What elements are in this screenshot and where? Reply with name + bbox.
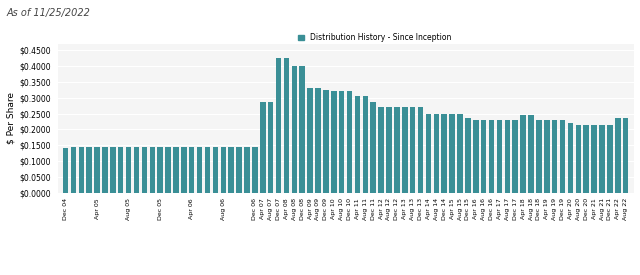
Bar — [386, 107, 392, 192]
Bar — [473, 120, 479, 192]
Bar — [150, 147, 155, 192]
Bar — [126, 147, 131, 192]
Bar — [355, 96, 360, 192]
Bar — [465, 118, 470, 192]
Bar — [347, 91, 352, 192]
Bar — [418, 107, 423, 192]
Bar — [173, 147, 179, 192]
Bar — [141, 147, 147, 192]
Bar — [371, 103, 376, 192]
Bar — [102, 147, 108, 192]
Bar — [134, 147, 140, 192]
Bar — [86, 147, 92, 192]
Bar — [316, 88, 321, 192]
Bar — [363, 96, 368, 192]
Bar — [63, 148, 68, 192]
Bar — [292, 66, 297, 192]
Bar — [607, 125, 612, 192]
Bar — [79, 147, 84, 192]
Legend: Distribution History - Since Inception: Distribution History - Since Inception — [294, 30, 454, 45]
Bar — [528, 115, 534, 192]
Bar — [575, 125, 581, 192]
Bar — [449, 114, 455, 192]
Bar — [118, 147, 124, 192]
Bar — [300, 66, 305, 192]
Bar — [331, 91, 337, 192]
Bar — [481, 120, 486, 192]
Bar — [442, 114, 447, 192]
Bar — [568, 123, 573, 192]
Bar — [205, 147, 211, 192]
Bar — [378, 107, 384, 192]
Bar — [520, 115, 526, 192]
Bar — [339, 91, 344, 192]
Bar — [536, 120, 541, 192]
Bar — [221, 147, 226, 192]
Bar — [189, 147, 195, 192]
Bar — [197, 147, 202, 192]
Bar — [623, 118, 628, 192]
Bar — [552, 120, 557, 192]
Bar — [212, 147, 218, 192]
Text: As of 11/25/2022: As of 11/25/2022 — [6, 8, 90, 18]
Bar — [489, 120, 494, 192]
Bar — [260, 103, 266, 192]
Bar — [560, 120, 565, 192]
Bar — [497, 120, 502, 192]
Bar — [599, 125, 605, 192]
Bar — [284, 58, 289, 192]
Bar — [94, 147, 100, 192]
Bar — [236, 147, 242, 192]
Bar — [615, 118, 621, 192]
Bar — [157, 147, 163, 192]
Bar — [244, 147, 250, 192]
Bar — [410, 107, 415, 192]
Bar — [110, 147, 116, 192]
Bar — [544, 120, 550, 192]
Bar — [323, 90, 328, 192]
Bar — [591, 125, 597, 192]
Bar — [252, 147, 258, 192]
Bar — [228, 147, 234, 192]
Bar — [276, 58, 282, 192]
Bar — [70, 147, 76, 192]
Bar — [584, 125, 589, 192]
Bar — [457, 114, 463, 192]
Bar — [513, 120, 518, 192]
Bar — [504, 120, 510, 192]
Bar — [307, 88, 313, 192]
Bar — [394, 107, 399, 192]
Bar — [165, 147, 171, 192]
Y-axis label: $ Per Share: $ Per Share — [6, 92, 15, 144]
Bar — [181, 147, 187, 192]
Bar — [402, 107, 408, 192]
Bar — [268, 103, 273, 192]
Bar — [426, 114, 431, 192]
Bar — [433, 114, 439, 192]
